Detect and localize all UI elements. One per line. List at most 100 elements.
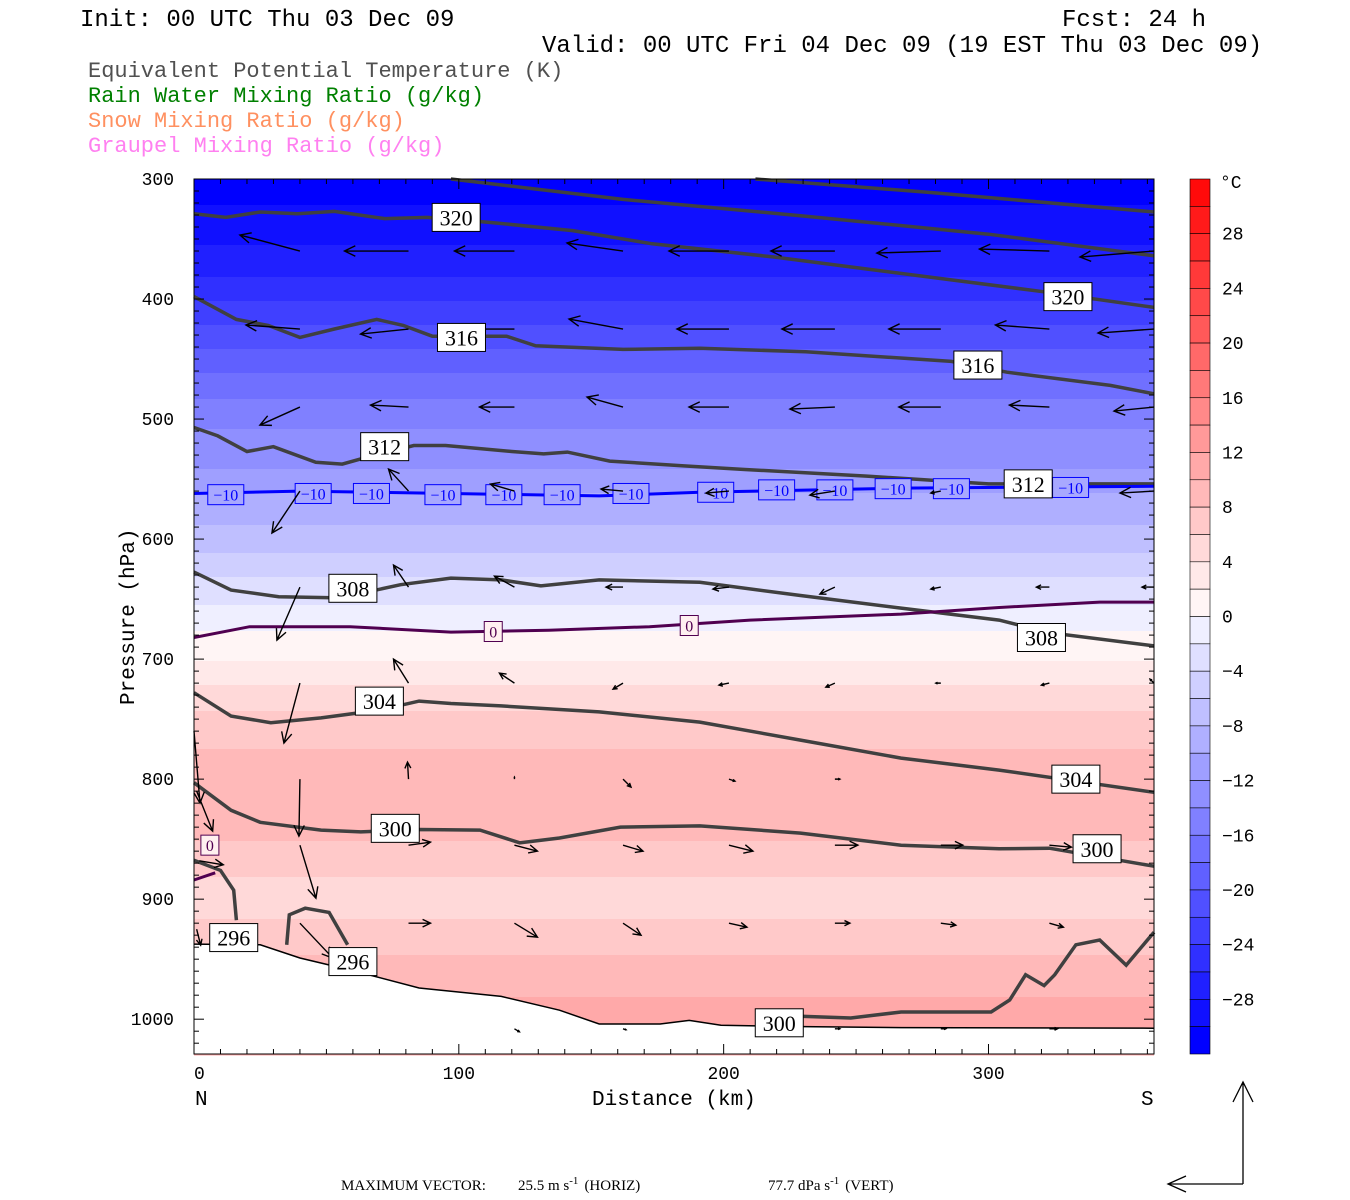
temperature-band xyxy=(194,379,1154,382)
wind-vector-arrow xyxy=(387,467,410,492)
theta-e-contour-300 xyxy=(800,931,1156,1020)
temperature-band xyxy=(194,933,1154,936)
colorbar-unit: °C xyxy=(1220,174,1242,194)
wind-vector-arrow xyxy=(392,657,410,684)
temperature-band xyxy=(194,309,1154,312)
temperature-band xyxy=(194,513,1154,516)
horiz-value: 25.5 m s xyxy=(518,1178,569,1194)
wind-vector-arrow xyxy=(1096,326,1155,339)
temperature-band xyxy=(194,495,1154,498)
temperature-band xyxy=(194,599,1154,602)
temperature-band xyxy=(194,459,1154,462)
isotherm-label: −10 xyxy=(359,486,384,503)
temperature-band xyxy=(194,529,1154,532)
temperature-band xyxy=(194,795,1154,798)
temperature-band xyxy=(194,911,1154,914)
temperature-band xyxy=(194,681,1154,684)
temperature-band xyxy=(194,935,1154,938)
wind-vector-arrow xyxy=(477,401,515,413)
temperature-band xyxy=(194,593,1154,596)
temperature-band xyxy=(194,565,1154,568)
temperature-band xyxy=(194,837,1154,840)
contour-label: 312 xyxy=(368,435,401,460)
temperature-band xyxy=(194,181,1154,184)
temperature-band xyxy=(194,879,1154,882)
colorbar-bin xyxy=(1189,1026,1211,1055)
temperature-band xyxy=(194,965,1154,968)
temperature-band xyxy=(194,297,1154,300)
temperature-band xyxy=(194,863,1154,866)
colorbar-label: 16 xyxy=(1222,390,1244,410)
temperature-band xyxy=(194,433,1154,436)
temperature-band xyxy=(194,211,1154,214)
wind-vector-arrow xyxy=(940,840,965,850)
wind-vector-arrow xyxy=(622,778,633,789)
temperature-band xyxy=(194,583,1154,586)
temperature-band xyxy=(194,975,1154,978)
theta-e-contour-304 xyxy=(193,691,1155,795)
temperature-band xyxy=(194,383,1154,386)
temperature-band xyxy=(194,385,1154,388)
horiz-tag: (HORIZ) xyxy=(584,1178,640,1194)
isotherm-label-box xyxy=(612,482,650,504)
temperature-band xyxy=(194,867,1154,870)
temperature-band xyxy=(194,701,1154,704)
temperature-band xyxy=(194,391,1154,394)
temperature-band xyxy=(194,767,1154,770)
temperature-band xyxy=(194,337,1154,340)
temperature-band xyxy=(194,999,1154,1002)
temperature-band xyxy=(194,815,1154,818)
temperature-band xyxy=(194,751,1154,754)
temperature-band xyxy=(194,257,1154,260)
temperature-band xyxy=(194,311,1154,314)
temperature-band xyxy=(194,557,1154,560)
isotherm-label: 0 xyxy=(685,619,693,636)
temperature-band xyxy=(194,887,1154,890)
temperature-band xyxy=(194,475,1154,478)
colorbar-bin xyxy=(1189,889,1211,918)
temperature-band xyxy=(194,695,1154,698)
temperature-band xyxy=(194,805,1154,808)
temperature-band xyxy=(194,877,1154,880)
temperature-band xyxy=(194,573,1154,576)
wind-vector-arrow xyxy=(834,919,852,927)
forecast-hour: Fcst: 24 h xyxy=(1062,7,1206,34)
temperature-band xyxy=(194,683,1154,686)
temperature-band xyxy=(194,429,1154,432)
temperature-band xyxy=(194,721,1154,724)
temperature-band xyxy=(194,745,1154,748)
temperature-band xyxy=(194,993,1154,996)
colorbar-bin xyxy=(1189,725,1211,754)
temperature-band xyxy=(194,693,1154,696)
wind-vector-arrow xyxy=(717,682,730,687)
temperature-band xyxy=(194,1001,1154,1004)
y-tick-label: 700 xyxy=(142,651,174,671)
temperature-band xyxy=(194,901,1154,904)
temperature-band xyxy=(194,369,1154,372)
temperature-band xyxy=(194,335,1154,338)
axes: 300 400 500 600 700 800 900 1000 0 100 200 300 xyxy=(131,171,1005,1085)
max-vector-footer: MAXIMUM VECTOR: 25.5 m s-1 (HORIZ) 77.7 d… xyxy=(341,1175,894,1194)
temperature-band xyxy=(194,323,1154,326)
wind-vector-arrow xyxy=(199,858,225,869)
temperature-band xyxy=(194,945,1154,948)
colorbar-bin xyxy=(1189,479,1211,508)
temperature-band xyxy=(194,771,1154,774)
colorbar-bin xyxy=(1189,506,1211,535)
wind-vector-arrow xyxy=(940,1027,948,1031)
y-tick-label: 600 xyxy=(142,531,174,551)
temperature-band xyxy=(194,231,1154,234)
wind-vector-arrow xyxy=(611,682,624,690)
temperature-band xyxy=(194,351,1154,354)
temperature-band xyxy=(194,731,1154,734)
temperature-band xyxy=(194,841,1154,844)
wind-vector-arrow xyxy=(711,585,730,592)
colorbar-bin xyxy=(1189,561,1211,590)
x-axis-label: Distance (km) xyxy=(592,1089,756,1112)
temperature-band xyxy=(194,375,1154,378)
temperature-band xyxy=(194,389,1154,392)
temperature-band xyxy=(194,511,1154,514)
temperature-band xyxy=(194,371,1154,374)
temperature-band xyxy=(194,461,1154,464)
